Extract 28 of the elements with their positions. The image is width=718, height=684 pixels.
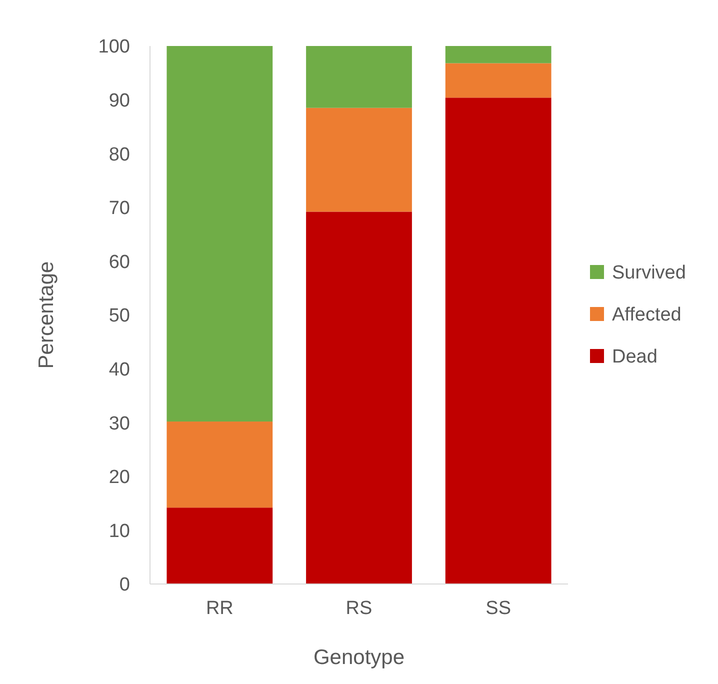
y-tick-label: 30 <box>108 413 130 434</box>
y-tick-label: 0 <box>119 574 130 596</box>
bar <box>166 508 273 584</box>
bar <box>445 46 552 64</box>
y-tick-label: 20 <box>108 467 130 488</box>
y-tick-label: 40 <box>108 359 130 380</box>
bar <box>306 108 412 212</box>
y-tick-label: 80 <box>108 144 130 166</box>
bar <box>306 46 412 108</box>
y-tick-label: 10 <box>108 520 130 542</box>
x-tick-label: RS <box>346 598 372 619</box>
legend-label: Survived <box>612 262 686 284</box>
x-tick-label: RR <box>206 598 234 619</box>
x-tick-label: SS <box>486 598 512 619</box>
legend-label: Dead <box>612 346 658 368</box>
y-tick-label: 70 <box>108 198 130 220</box>
bar <box>445 98 552 584</box>
y-tick-label: 100 <box>98 36 130 58</box>
bar <box>166 46 273 422</box>
bar <box>445 63 552 98</box>
legend-label: Affected <box>612 304 682 326</box>
y-tick-label: 50 <box>108 306 130 327</box>
y-axis-title: Percentage <box>35 261 58 369</box>
x-axis-title: Genotype <box>313 646 405 669</box>
bar <box>166 422 273 508</box>
y-tick-label: 60 <box>108 252 130 273</box>
bar <box>306 212 412 584</box>
y-tick-label: 90 <box>108 90 130 112</box>
